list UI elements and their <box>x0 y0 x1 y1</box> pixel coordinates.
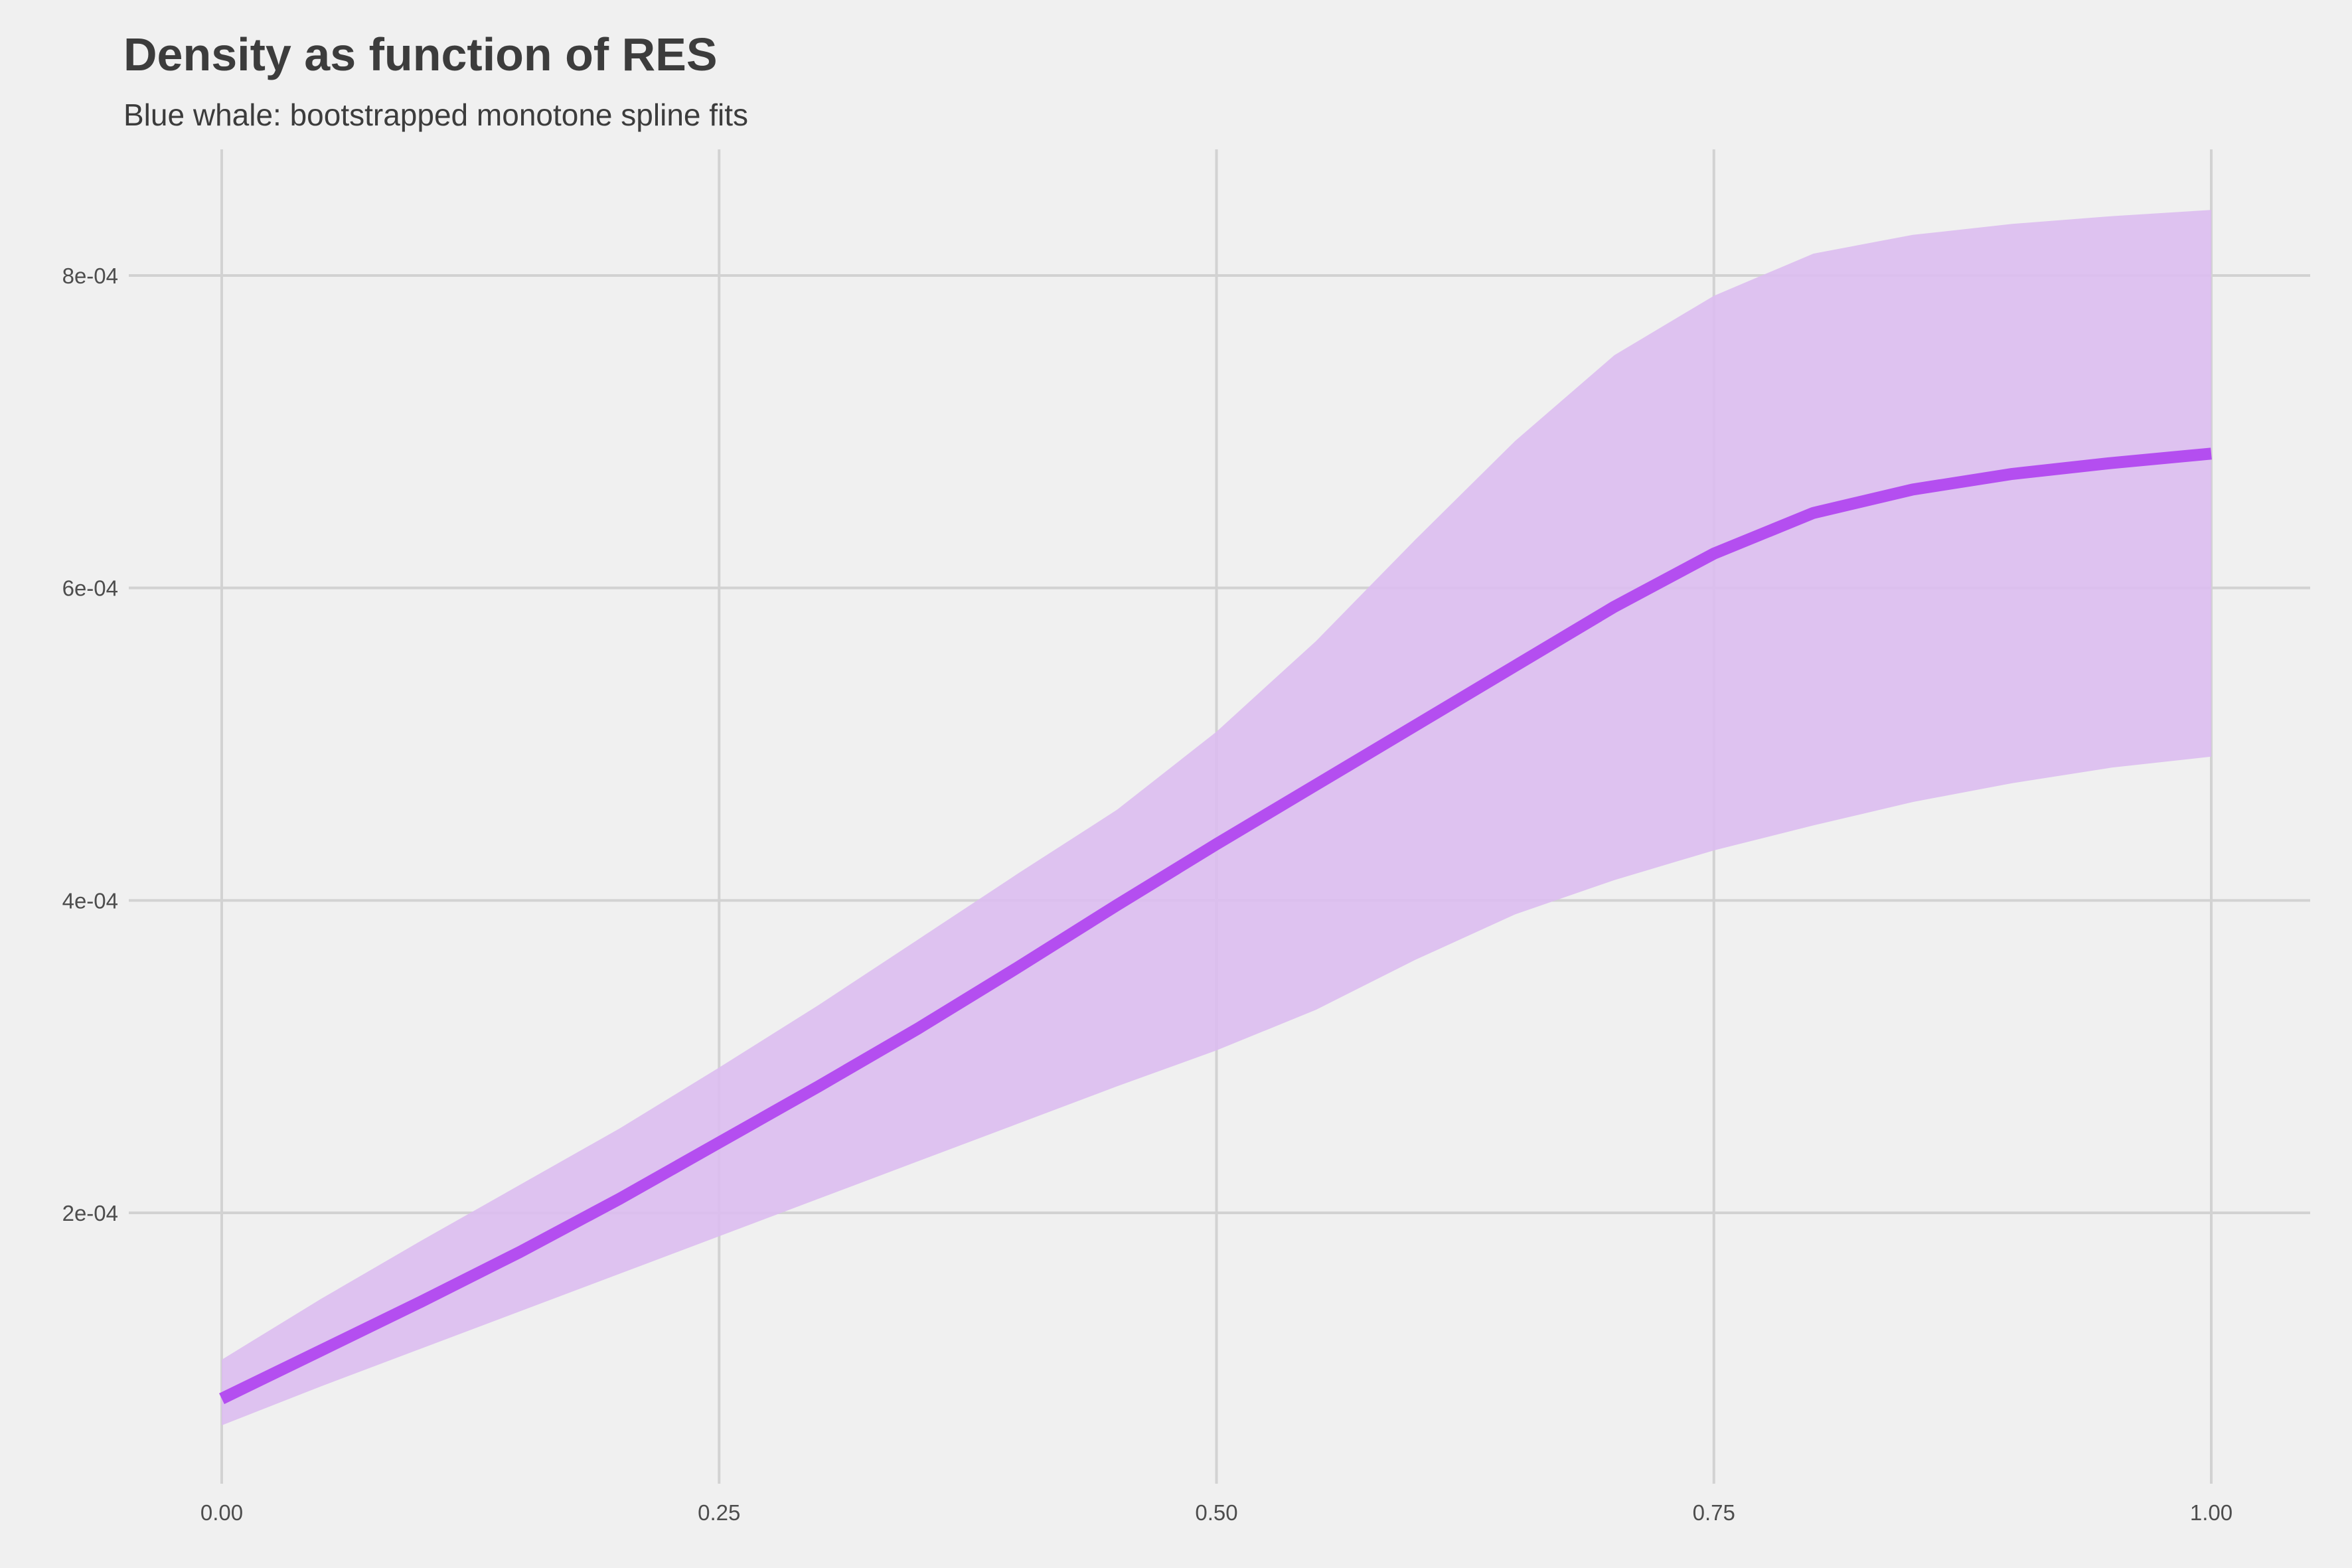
confidence-band-layer <box>222 210 2211 1426</box>
chart-subtitle: Blue whale: bootstrapped monotone spline… <box>123 98 749 132</box>
tick-labels: 0.00 0.25 0.50 0.75 1.00 2e-04 4e-04 6e-04 8e-04 <box>62 264 2233 1525</box>
x-tick-label: 1.00 <box>2190 1500 2233 1525</box>
fit-line <box>219 447 2212 1405</box>
fit-line-layer <box>219 447 2212 1405</box>
x-tick-label: 0.75 <box>1693 1500 1735 1525</box>
x-tick-label: 0.50 <box>1195 1500 1237 1525</box>
y-tick-label: 4e-04 <box>62 888 118 913</box>
x-tick-label: 0.00 <box>200 1500 243 1525</box>
confidence-band <box>222 210 2211 1426</box>
x-tick-label: 0.25 <box>698 1500 740 1525</box>
chart-title: Density as function of RES <box>123 29 718 80</box>
y-tick-label: 6e-04 <box>62 576 118 601</box>
y-tick-label: 2e-04 <box>62 1201 118 1225</box>
y-tick-label: 8e-04 <box>62 264 118 288</box>
